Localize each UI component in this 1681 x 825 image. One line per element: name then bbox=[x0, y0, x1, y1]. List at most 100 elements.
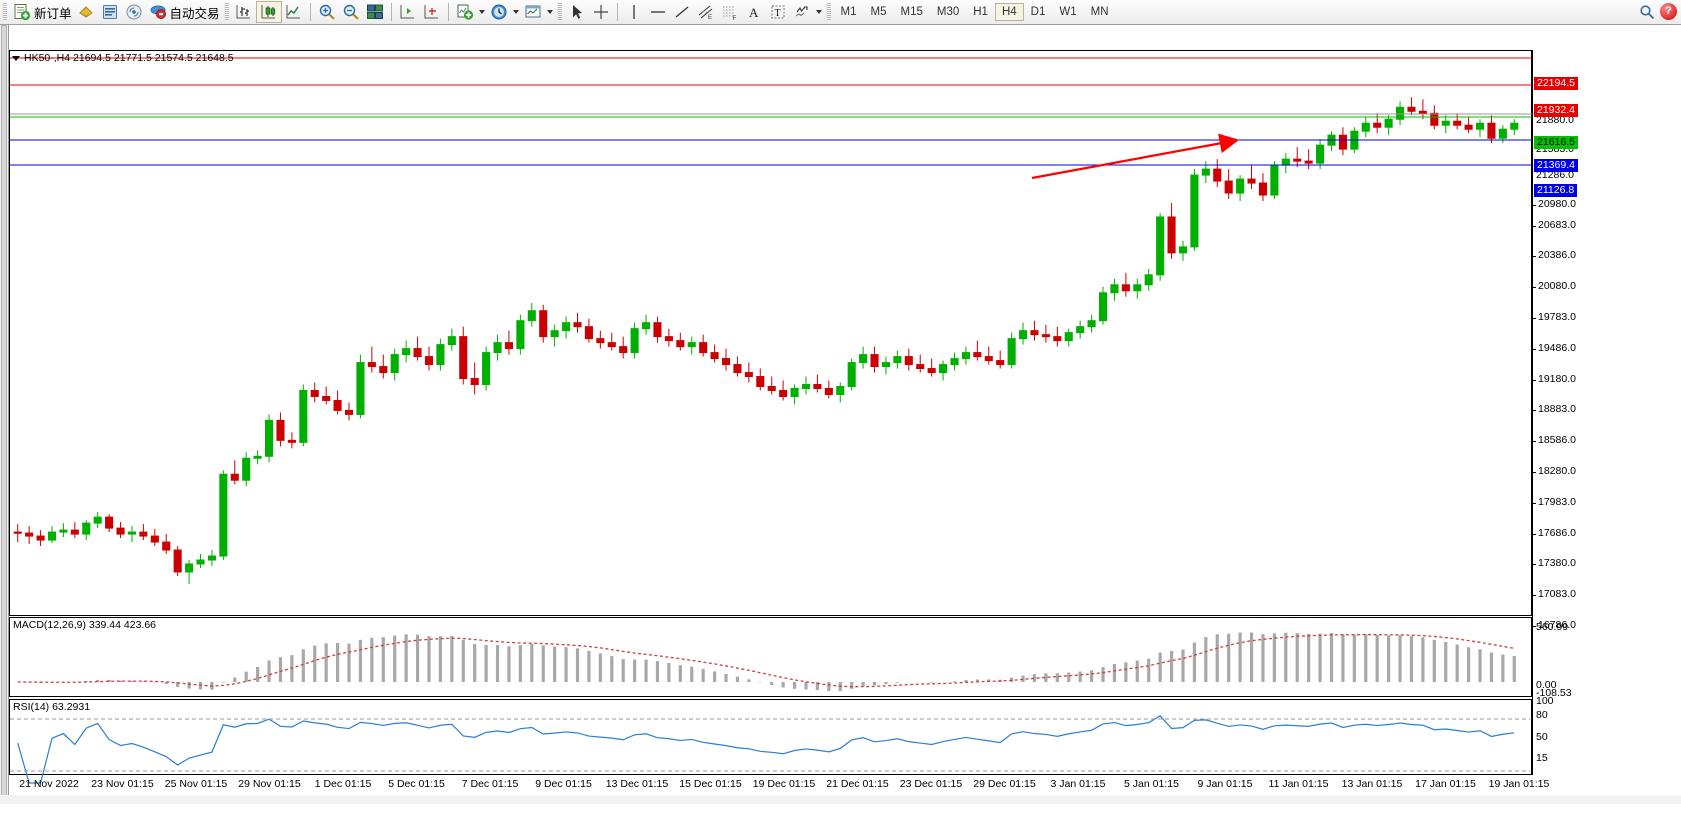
cursor-tool-button[interactable] bbox=[565, 1, 589, 23]
indicators-dropdown-caret[interactable] bbox=[478, 10, 485, 14]
candle-body bbox=[642, 322, 651, 330]
vertical-line-button[interactable] bbox=[622, 1, 646, 23]
timeframe-mn[interactable]: MN bbox=[1090, 6, 1109, 18]
horizontal-line-button[interactable] bbox=[646, 1, 670, 23]
time-axis-label: 5 Dec 01:15 bbox=[388, 778, 445, 790]
price-level-tag[interactable]: 22194.5 bbox=[1534, 77, 1578, 90]
time-axis[interactable]: 21 Nov 2022 23 Nov 01:15 25 Nov 01:15 29 No… bbox=[9, 775, 1549, 795]
candle-body bbox=[1236, 178, 1245, 194]
fibonacci-button[interactable]: F bbox=[718, 1, 742, 23]
candle-body bbox=[93, 516, 102, 524]
zoom-out-icon bbox=[343, 4, 359, 20]
candle-body bbox=[950, 358, 959, 366]
timeframe-m5[interactable]: M5 bbox=[870, 6, 887, 18]
rsi-pane[interactable]: RSI(14) 63.2931 bbox=[9, 699, 1532, 775]
candlestick-chart-button[interactable] bbox=[255, 1, 282, 23]
signals-button[interactable] bbox=[122, 1, 146, 23]
auto-trading-button[interactable]: 自动交易 bbox=[146, 1, 222, 23]
candle-body bbox=[1076, 326, 1085, 334]
data-window-icon bbox=[102, 5, 117, 19]
candle-body bbox=[881, 362, 890, 368]
data-window-button[interactable] bbox=[98, 1, 122, 23]
price-tick: 20980.0 bbox=[1532, 198, 1576, 210]
candle-body bbox=[1224, 180, 1233, 194]
candle-body bbox=[1441, 120, 1450, 126]
collapse-triangle-icon[interactable] bbox=[12, 55, 20, 61]
chart-shift-button[interactable] bbox=[396, 1, 420, 23]
candle-body bbox=[1338, 134, 1347, 150]
candle-body bbox=[470, 378, 479, 385]
candle-body bbox=[253, 455, 262, 459]
price-level-tag[interactable]: 21126.8 bbox=[1534, 184, 1578, 197]
arrows-button[interactable] bbox=[790, 1, 814, 23]
candle-body bbox=[619, 346, 628, 354]
candle-body bbox=[699, 342, 708, 354]
crosshair-tool-button[interactable] bbox=[589, 1, 613, 23]
indicator-series bbox=[10, 632, 1530, 784]
toolbar-grip-2[interactable] bbox=[223, 3, 229, 21]
candle-body bbox=[767, 385, 776, 391]
timeframe-m30[interactable]: M30 bbox=[936, 6, 960, 18]
timeframe-h4[interactable]: H4 bbox=[994, 3, 1024, 21]
time-axis-label: 11 Jan 01:15 bbox=[1268, 778, 1329, 790]
price-level-tag[interactable]: 21932.4 bbox=[1534, 104, 1578, 117]
svg-text:A: A bbox=[749, 5, 759, 20]
candle-body bbox=[1133, 284, 1142, 292]
periods-button[interactable] bbox=[487, 1, 511, 23]
trendline-button[interactable] bbox=[670, 1, 694, 23]
candle-body bbox=[1007, 338, 1016, 366]
indicator-axis-tick: 80 bbox=[1536, 709, 1548, 721]
timeframe-w1[interactable]: W1 bbox=[1059, 6, 1077, 18]
indicators-button[interactable] bbox=[453, 1, 477, 23]
price-level-tag[interactable]: 21616.5 bbox=[1534, 136, 1578, 149]
auto-scroll-button[interactable] bbox=[420, 1, 444, 23]
price-level-tag[interactable]: 21369.4 bbox=[1534, 159, 1578, 172]
periods-dropdown-caret[interactable] bbox=[512, 10, 519, 14]
trendline-icon bbox=[675, 6, 688, 18]
price-pane[interactable] bbox=[9, 50, 1532, 616]
bottom-scrollbar[interactable] bbox=[0, 795, 1681, 804]
candle-body bbox=[687, 342, 696, 348]
text-tool-button[interactable]: A bbox=[742, 1, 766, 23]
candle-body bbox=[973, 352, 982, 358]
templates-dropdown-caret[interactable] bbox=[546, 10, 553, 14]
equidistant-channel-button[interactable]: E bbox=[694, 1, 718, 23]
candle-body bbox=[185, 563, 194, 573]
time-axis-label: 29 Nov 01:15 bbox=[238, 778, 301, 790]
candle-body bbox=[333, 399, 342, 411]
crosshair-icon bbox=[593, 5, 608, 19]
toolbar-grip[interactable] bbox=[2, 3, 7, 21]
price-axis[interactable]: 20980.0 20683.0 20386.0 20080.0 19783.0 19486… bbox=[1532, 50, 1681, 775]
help-button[interactable]: ? bbox=[1660, 3, 1677, 20]
time-axis-label: 13 Dec 01:15 bbox=[605, 778, 669, 790]
candle-body bbox=[836, 385, 845, 395]
auto-scroll-icon bbox=[424, 5, 438, 19]
toolbar-grip-4[interactable] bbox=[825, 3, 831, 21]
candle-body bbox=[25, 532, 34, 537]
line-chart-button[interactable] bbox=[282, 1, 306, 23]
candle-body bbox=[1464, 124, 1473, 130]
candle-body bbox=[379, 366, 388, 374]
toolbar-grip-3[interactable] bbox=[556, 3, 562, 21]
candle-body bbox=[527, 310, 536, 322]
candle-body bbox=[1247, 178, 1256, 184]
expert-advisors-button[interactable] bbox=[74, 1, 98, 23]
templates-button[interactable] bbox=[521, 1, 545, 23]
timeframe-m1[interactable]: M1 bbox=[840, 6, 857, 18]
timeframe-h1[interactable]: H1 bbox=[973, 6, 988, 18]
text-label-button[interactable]: T bbox=[766, 1, 790, 23]
timeframe-d1[interactable]: D1 bbox=[1030, 6, 1046, 18]
zoom-in-button[interactable] bbox=[315, 1, 339, 23]
candle-body bbox=[653, 322, 662, 338]
zoom-out-button[interactable] bbox=[339, 1, 363, 23]
bar-chart-button[interactable] bbox=[232, 1, 256, 23]
arrows-dropdown-caret[interactable] bbox=[815, 10, 822, 14]
new-order-button[interactable]: 新订单 bbox=[10, 1, 74, 23]
timeframe-m15[interactable]: M15 bbox=[900, 6, 923, 18]
candle-body bbox=[1316, 144, 1325, 164]
search-button[interactable] bbox=[1639, 4, 1655, 25]
candle-body bbox=[790, 387, 799, 397]
trend-arrow-annotation[interactable] bbox=[0, 25, 1681, 825]
chart-tile-button[interactable] bbox=[363, 1, 387, 23]
candle-body bbox=[47, 531, 57, 541]
